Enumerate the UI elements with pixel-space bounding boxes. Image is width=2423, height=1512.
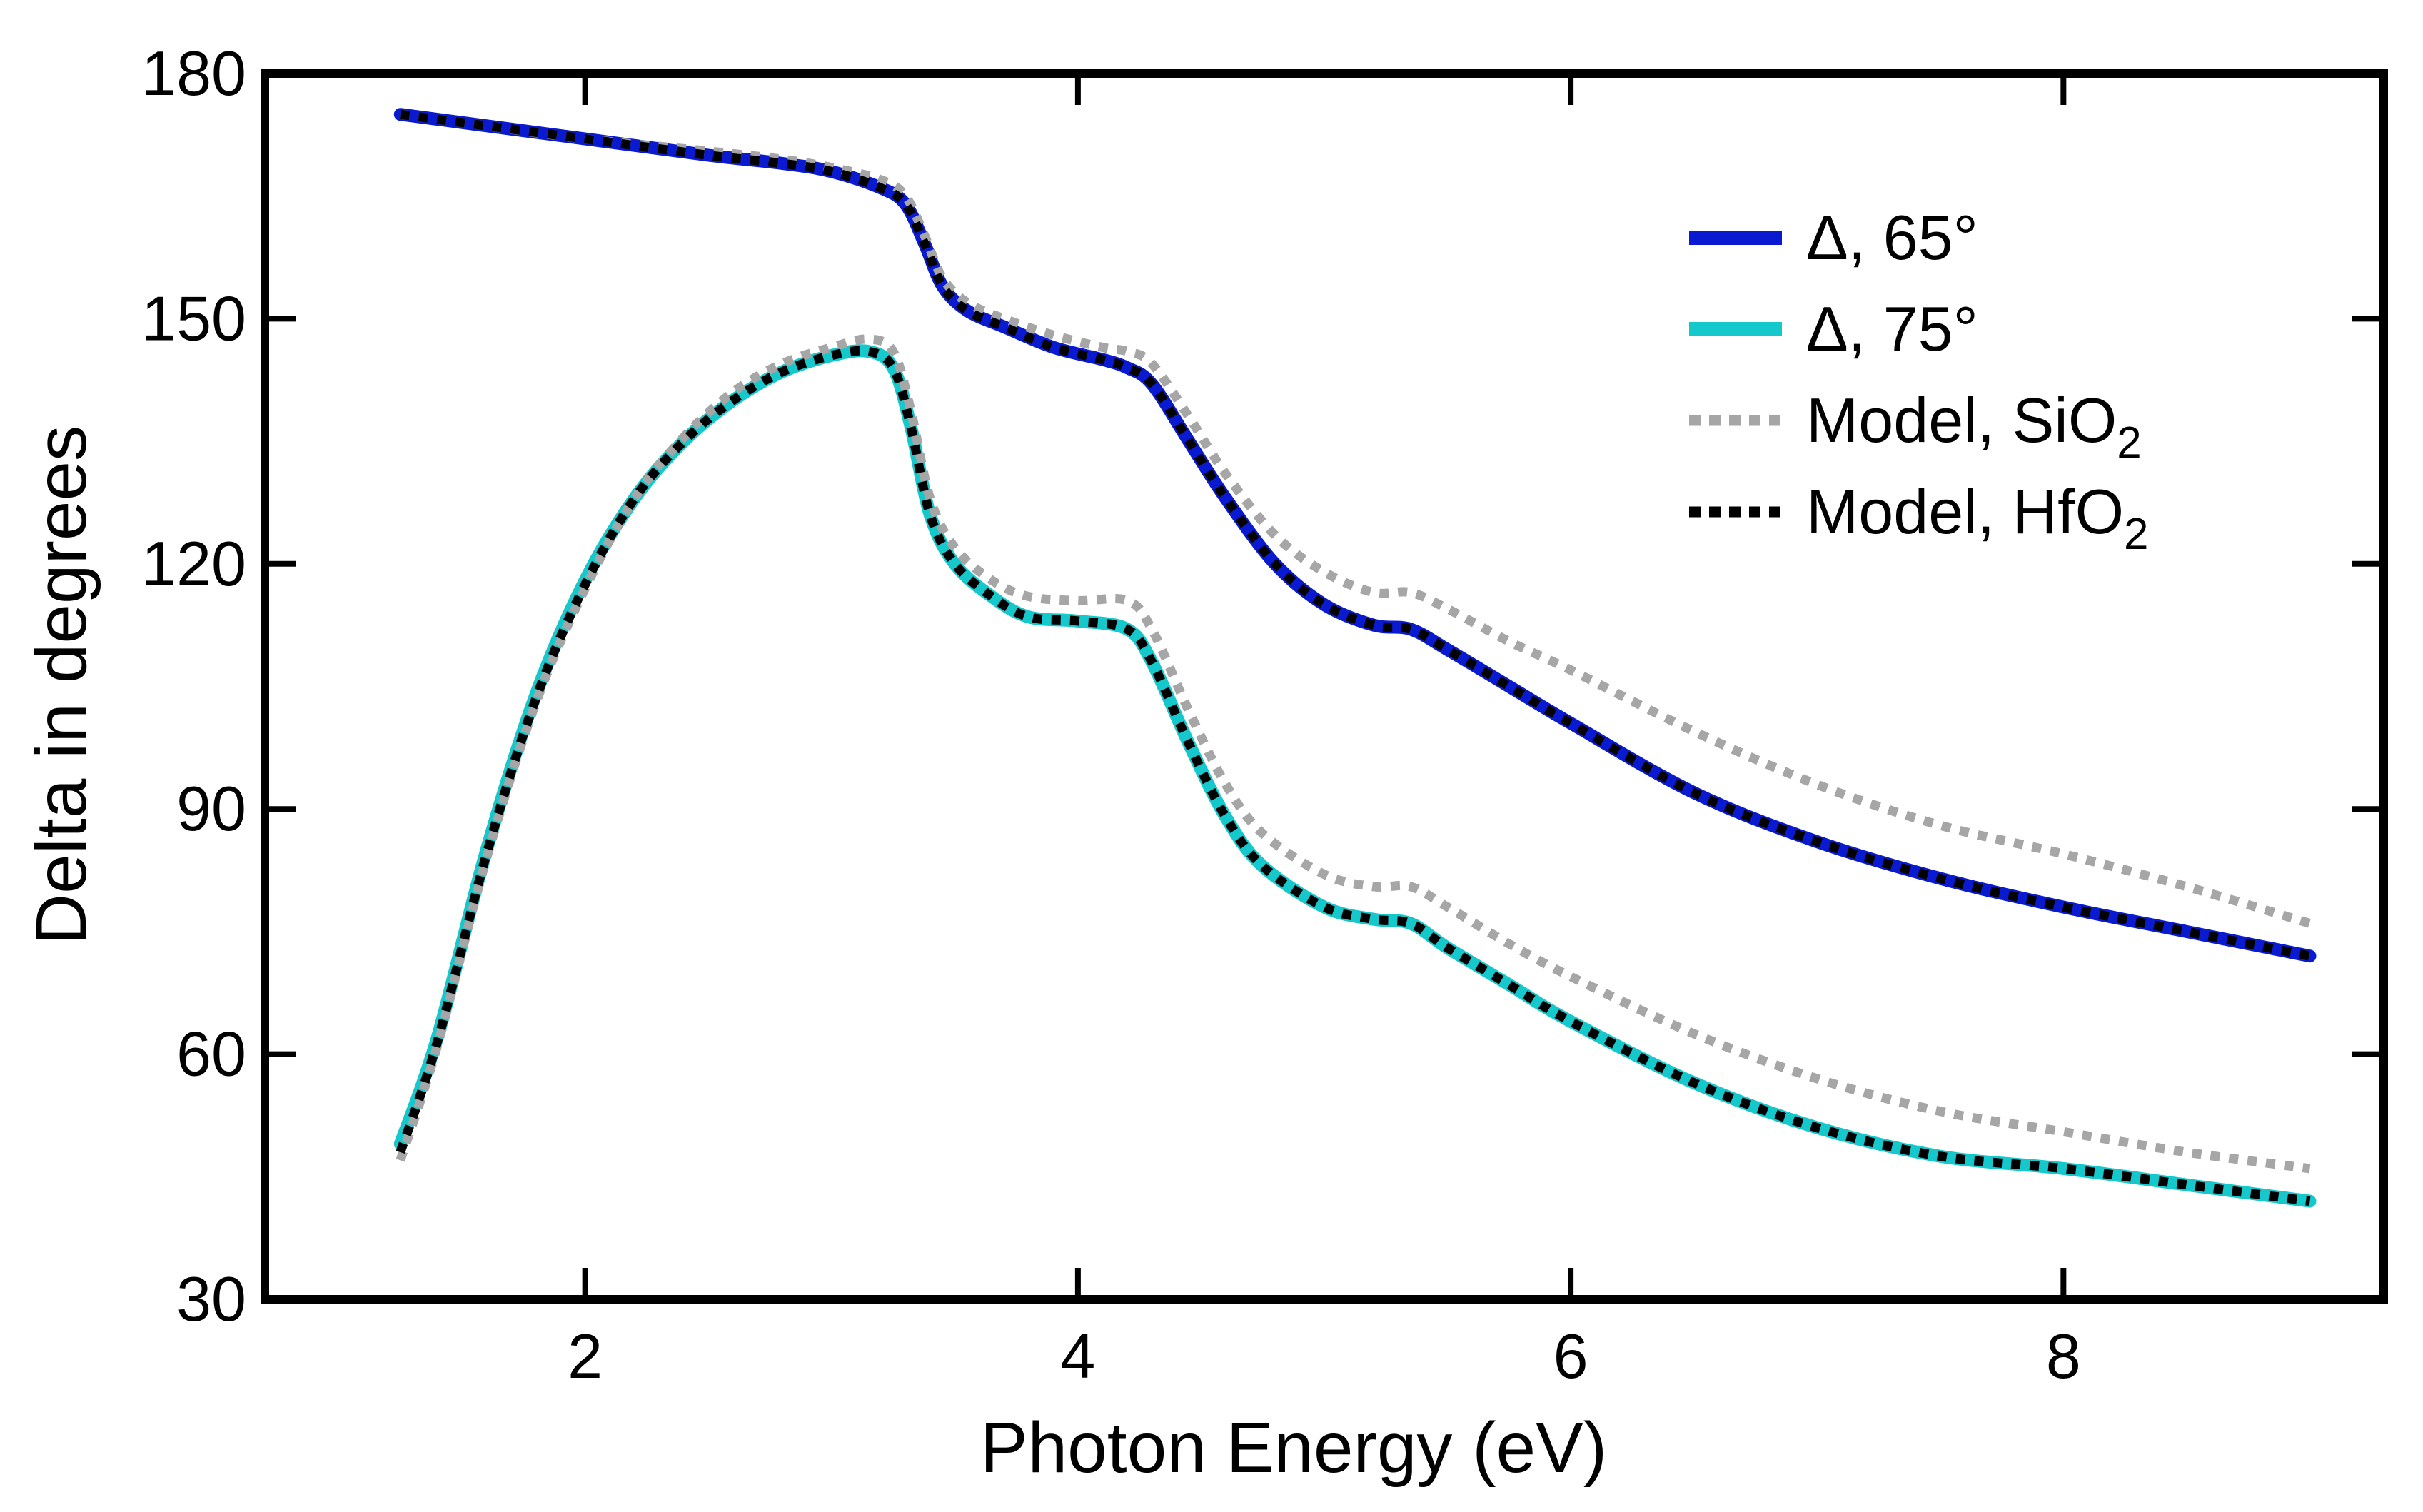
x-axis-title: Photon Energy (eV) <box>980 1408 1607 1488</box>
legend-label-1: Δ, 65° <box>1806 202 1978 273</box>
legend-label-2: Δ, 75° <box>1806 293 1978 364</box>
y-tick-label: 120 <box>141 528 246 599</box>
legend-label-4: Model, HfO2 <box>1806 476 2149 559</box>
legend-label-3: Model, SiO2 <box>1806 385 2142 468</box>
series-line-3-2 <box>396 334 2311 1174</box>
x-tick-label: 6 <box>1553 1321 1588 1391</box>
x-tick-label: 8 <box>2046 1321 2081 1391</box>
y-tick-label: 30 <box>176 1264 246 1334</box>
y-axis-title: Delta in degrees <box>21 425 101 945</box>
tick-layer: 2 4 6 8 30 60 90 120 150 180 <box>141 38 2384 1391</box>
x-tick-label: 4 <box>1060 1321 1095 1391</box>
y-tick-label: 60 <box>176 1019 246 1089</box>
y-tick-label: 90 <box>176 773 246 844</box>
series-line-3-1 <box>399 109 2312 928</box>
x-tick-label: 2 <box>568 1321 603 1391</box>
plot-frame <box>261 69 2388 1304</box>
y-tick-label: 150 <box>141 283 246 353</box>
series-line-4-2 <box>396 346 2311 1206</box>
y-tick-label: 180 <box>141 38 246 109</box>
series-line-4-1 <box>399 109 2311 961</box>
series-layer <box>393 108 2317 1208</box>
